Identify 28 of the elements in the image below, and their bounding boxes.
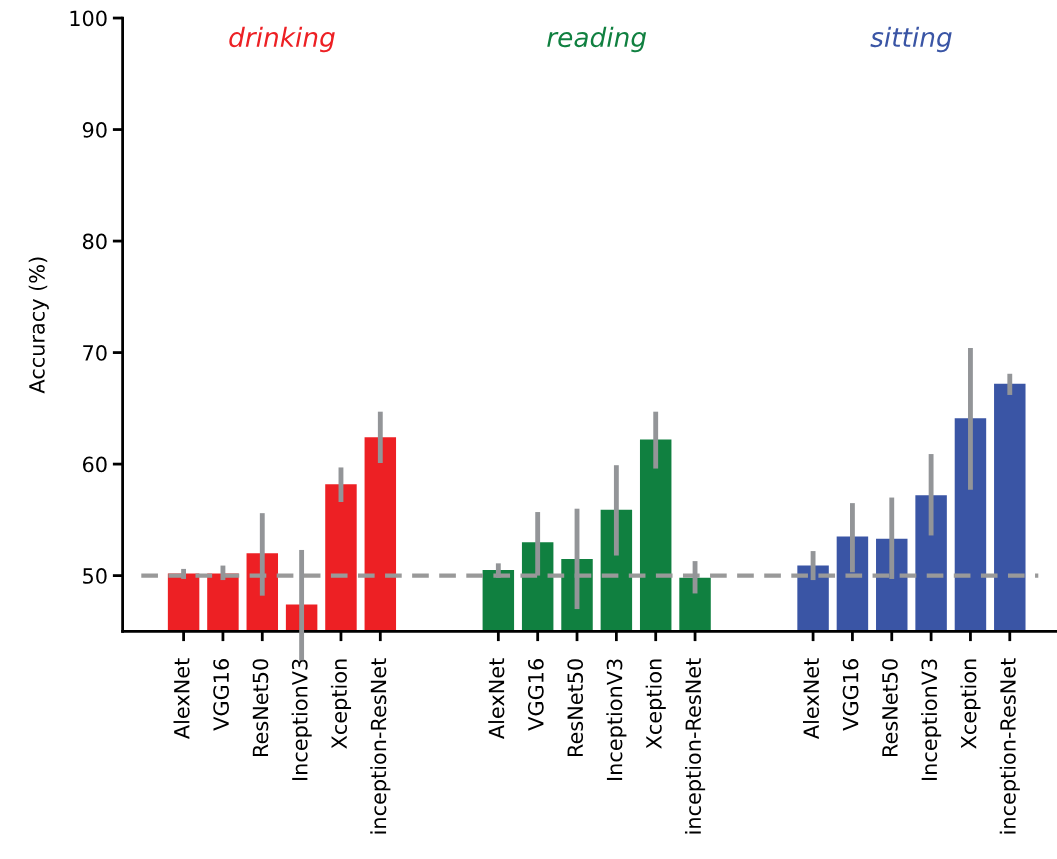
- x-tick-label: InceptionV3: [291, 659, 312, 780]
- x-tick-label: Xception: [330, 659, 352, 749]
- x-tick-label: AlexNet: [173, 658, 190, 739]
- text: reading: [547, 26, 647, 53]
- x-tick-label: VGG16: [213, 659, 229, 731]
- y-tick-label: 80: [82, 233, 107, 250]
- text: drinking: [229, 26, 335, 53]
- y-tick-label: 90: [82, 122, 107, 138]
- y-axis-title: Accuracy (%): [28, 257, 49, 394]
- x-tick-label: ResNet50: [252, 659, 269, 756]
- y-tick-label: 60: [82, 456, 107, 473]
- x-tick-label: ResNet50: [882, 659, 898, 756]
- x-tick-label: VGG16: [527, 659, 544, 731]
- x-tick-label: inception-ResNet: [684, 658, 706, 834]
- x-tick-label: Xception: [645, 659, 666, 749]
- y-tick-label: 100: [70, 10, 107, 27]
- x-tick-label: VGG16: [842, 659, 859, 731]
- x-tick-label: Xception: [960, 659, 981, 749]
- y-tick-label: 70: [83, 345, 107, 361]
- text: sitting: [870, 26, 952, 53]
- x-tick-label: InceptionV3: [921, 659, 942, 780]
- x-tick-label: inception-ResNet: [370, 658, 391, 834]
- x-tick-label: AlexNet: [488, 658, 505, 739]
- x-tick-label: inception-ResNet: [999, 658, 1020, 834]
- y-tick-label: 50: [83, 568, 107, 584]
- x-tick-label: AlexNet: [802, 658, 820, 739]
- x-tick-label: InceptionV3: [606, 659, 627, 780]
- x-tick-label: ResNet50: [567, 659, 584, 756]
